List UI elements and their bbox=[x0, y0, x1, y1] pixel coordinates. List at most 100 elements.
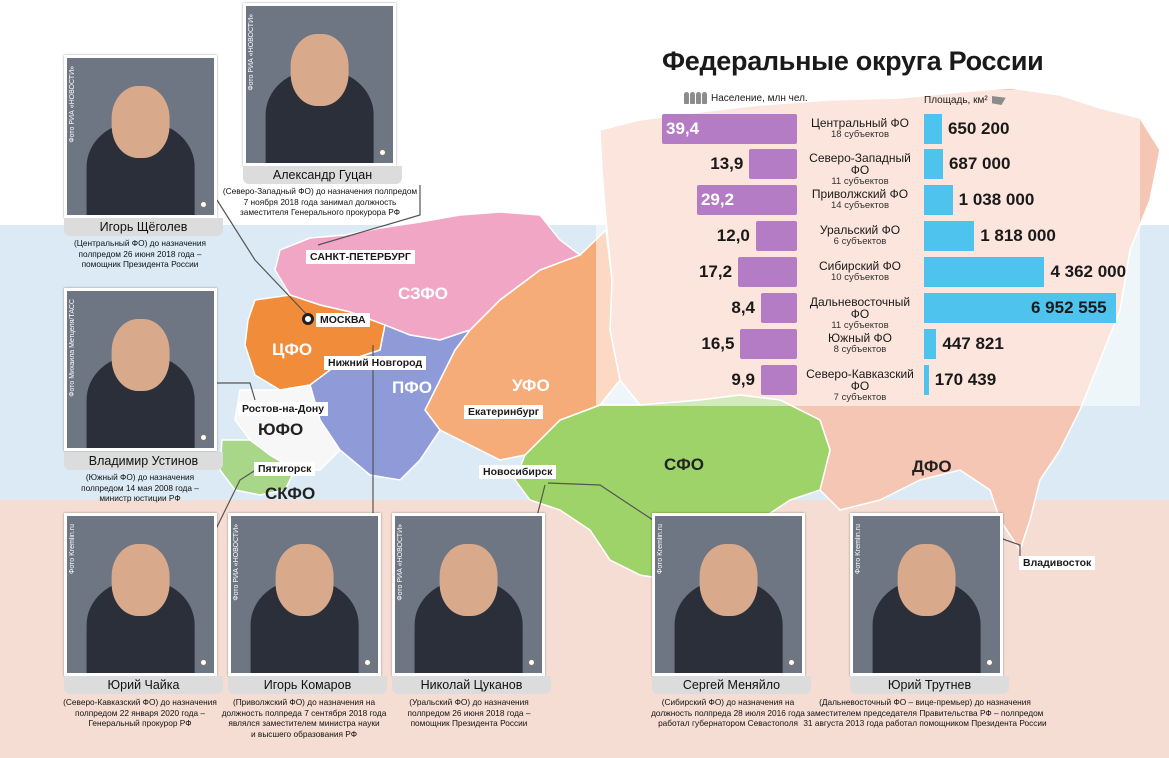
pointer-dot-icon bbox=[199, 433, 208, 442]
district-subjects: 14 субъектов bbox=[831, 200, 889, 211]
envoy-photo-tsukanov: Фото РИА «НОВОСТИ» bbox=[392, 513, 545, 676]
city-ekb: Екатеринбург bbox=[464, 405, 544, 419]
photo-credit: Фото РИА «НОВОСТИ» bbox=[248, 14, 255, 91]
photo-credit: Фото Kremlin.ru bbox=[855, 524, 862, 574]
envoy-photo-chaika: Фото Kremlin.ru bbox=[64, 513, 217, 676]
page-title: Федеральные округа России bbox=[662, 46, 1044, 76]
pointer-dot-icon bbox=[787, 658, 796, 667]
person-face-icon bbox=[699, 544, 758, 617]
area-bar bbox=[924, 149, 943, 179]
population-bar bbox=[740, 329, 797, 359]
pointer-dot-icon bbox=[527, 658, 536, 667]
city-pyatigorsk: Пятигорск bbox=[254, 462, 316, 476]
envoy-description-line: 31 августа 2013 года работал помощником … bbox=[803, 718, 1047, 728]
area-bar bbox=[924, 257, 1045, 287]
area-header-label: Площадь, км² bbox=[924, 95, 988, 106]
envoy-description-line: (Северо-Кавказский ФО) до назначения bbox=[63, 697, 217, 707]
population-header-label: Население, млн чел. bbox=[711, 92, 808, 104]
area-value: 4 362 000 bbox=[1050, 262, 1127, 281]
pointer-dot-icon bbox=[199, 200, 208, 209]
person-face-icon bbox=[290, 34, 349, 107]
envoy-description-line: заместителем председателя Правительства … bbox=[806, 707, 1044, 718]
photo-credit: Фото Михаила Метцеля/ТАСС bbox=[69, 299, 76, 397]
district-subjects: 8 субъектов bbox=[833, 344, 887, 355]
envoy-description-line: являлся заместителем министра науки bbox=[228, 718, 380, 728]
region-label-ufo: УФО bbox=[512, 376, 550, 395]
envoy-name: Александр Гуцан bbox=[243, 166, 402, 184]
photo-credit: Фото РИА «НОВОСТИ» bbox=[397, 524, 404, 601]
envoy-photo-shchegolev: Фото РИА «НОВОСТИ» bbox=[64, 55, 217, 218]
envoy-name: Сергей Меняйло bbox=[652, 676, 811, 694]
district-title: Дальневосточный ФО bbox=[809, 295, 911, 321]
envoy-name: Юрий Трутнев bbox=[850, 676, 1009, 694]
district-subjects: 6 субъектов bbox=[833, 236, 887, 247]
population-bar bbox=[755, 221, 797, 251]
region-label-szfo: СЗФО bbox=[398, 284, 449, 303]
envoy-name: Николай Цуканов bbox=[392, 676, 551, 694]
person-face-icon bbox=[111, 319, 170, 392]
population-value: 9,9 bbox=[731, 370, 755, 389]
envoy-description-line: помощник Президента России bbox=[81, 259, 199, 269]
district-name: Дальневосточный ФО 11 субъектов bbox=[800, 296, 920, 331]
person-face-icon bbox=[439, 544, 498, 617]
area-bar bbox=[924, 221, 975, 251]
district-name: Сибирский ФО 10 субъектов bbox=[800, 260, 920, 283]
person-face-icon bbox=[275, 544, 334, 617]
envoy-description-line: полпредом 26 июня 2018 года – bbox=[78, 248, 202, 259]
district-name: Уральский ФО 6 субъектов bbox=[800, 224, 920, 247]
envoy-description-line: полпредом 22 января 2020 года – bbox=[74, 707, 206, 718]
envoy-photo-menyailo: Фото Kremlin.ru bbox=[652, 513, 805, 676]
envoy-description-line: (Северо-Западный ФО) до назначения полпр… bbox=[222, 186, 418, 196]
district-subjects: 18 субъектов bbox=[831, 129, 889, 140]
envoy-description-line: (Сибирский ФО) до назначения на bbox=[661, 697, 795, 707]
population-bar bbox=[696, 185, 797, 215]
pointer-dot-icon bbox=[199, 658, 208, 667]
envoy-description-line: (Приволжский ФО) до назначения на bbox=[232, 697, 376, 707]
photo-credit: Фото РИА «НОВОСТИ» bbox=[69, 66, 76, 143]
connector-lines bbox=[212, 185, 1021, 560]
district-title: Северо-Западный ФО bbox=[809, 151, 911, 177]
envoy-description: (Приволжский ФО) до назначения на должнос… bbox=[214, 697, 394, 739]
city-rostov: Ростов-на-Дону bbox=[238, 402, 329, 416]
population-value: 39,4 bbox=[666, 119, 700, 138]
population-value: 12,0 bbox=[716, 226, 750, 245]
photo-credit: Фото РИА «НОВОСТИ» bbox=[233, 524, 240, 601]
person-face-icon bbox=[111, 86, 170, 159]
envoy-description-line: должность полпреда 28 июля 2016 года bbox=[651, 707, 805, 718]
area-value: 170 439 bbox=[934, 370, 997, 389]
population-value: 13,9 bbox=[710, 154, 744, 173]
district-title: Северо-Кавказский ФО bbox=[806, 367, 914, 393]
population-value: 16,5 bbox=[701, 334, 735, 353]
envoy-description-line: должность полпреда 7 сентября 2018 года bbox=[221, 707, 387, 718]
population-value: 29,2 bbox=[700, 190, 735, 209]
people-icon bbox=[684, 92, 707, 104]
envoy-description-line: заместителя Генерального прокурора РФ bbox=[239, 207, 401, 217]
envoy-description: (Сибирский ФО) до назначения на должность… bbox=[638, 697, 818, 729]
district-subjects: 11 субъектов bbox=[831, 320, 889, 331]
district-title: Сибирский ФО bbox=[818, 259, 902, 273]
region-label-sfo: СФО bbox=[664, 455, 705, 474]
area-value: 650 200 bbox=[947, 119, 1010, 138]
pointer-dot-icon bbox=[363, 658, 372, 667]
envoy-description-line: полпредом 14 мая 2008 года – bbox=[81, 482, 199, 493]
city-spb: САНКТ-ПЕТЕРБУРГ bbox=[306, 250, 415, 264]
envoy-name: Игорь Щёголев bbox=[64, 218, 223, 236]
area-value: 6 952 555 bbox=[1031, 298, 1107, 317]
city-nn: Нижний Новгород bbox=[324, 356, 427, 370]
envoy-description-line: и высшего образования РФ bbox=[250, 728, 357, 739]
district-name: Приволжский ФО 14 субъектов bbox=[800, 188, 920, 211]
envoy-description: (Южный ФО) до назначения полпредом 14 мая… bbox=[55, 472, 225, 504]
envoy-description-line: работал губернатором Севастополя bbox=[658, 718, 798, 728]
district-name: Северо-Кавказский ФО 7 субъектов bbox=[800, 368, 920, 403]
region-label-skfo: СКФО bbox=[265, 484, 316, 503]
envoy-description: (Северо-Кавказский ФО) до назначения полп… bbox=[55, 697, 225, 729]
envoy-description-line: министр юстиции РФ bbox=[99, 493, 181, 503]
area-bar bbox=[924, 185, 953, 215]
population-bar bbox=[761, 293, 797, 323]
envoy-name: Юрий Чайка bbox=[64, 676, 223, 694]
person-face-icon bbox=[111, 544, 170, 617]
envoy-description-line: (Уральский ФО) до назначения bbox=[409, 697, 529, 707]
envoy-description-line: (Южный ФО) до назначения bbox=[85, 472, 195, 482]
envoy-description: (Центральный ФО) до назначения полпредом … bbox=[55, 238, 225, 270]
district-title: Уральский ФО bbox=[819, 223, 901, 237]
